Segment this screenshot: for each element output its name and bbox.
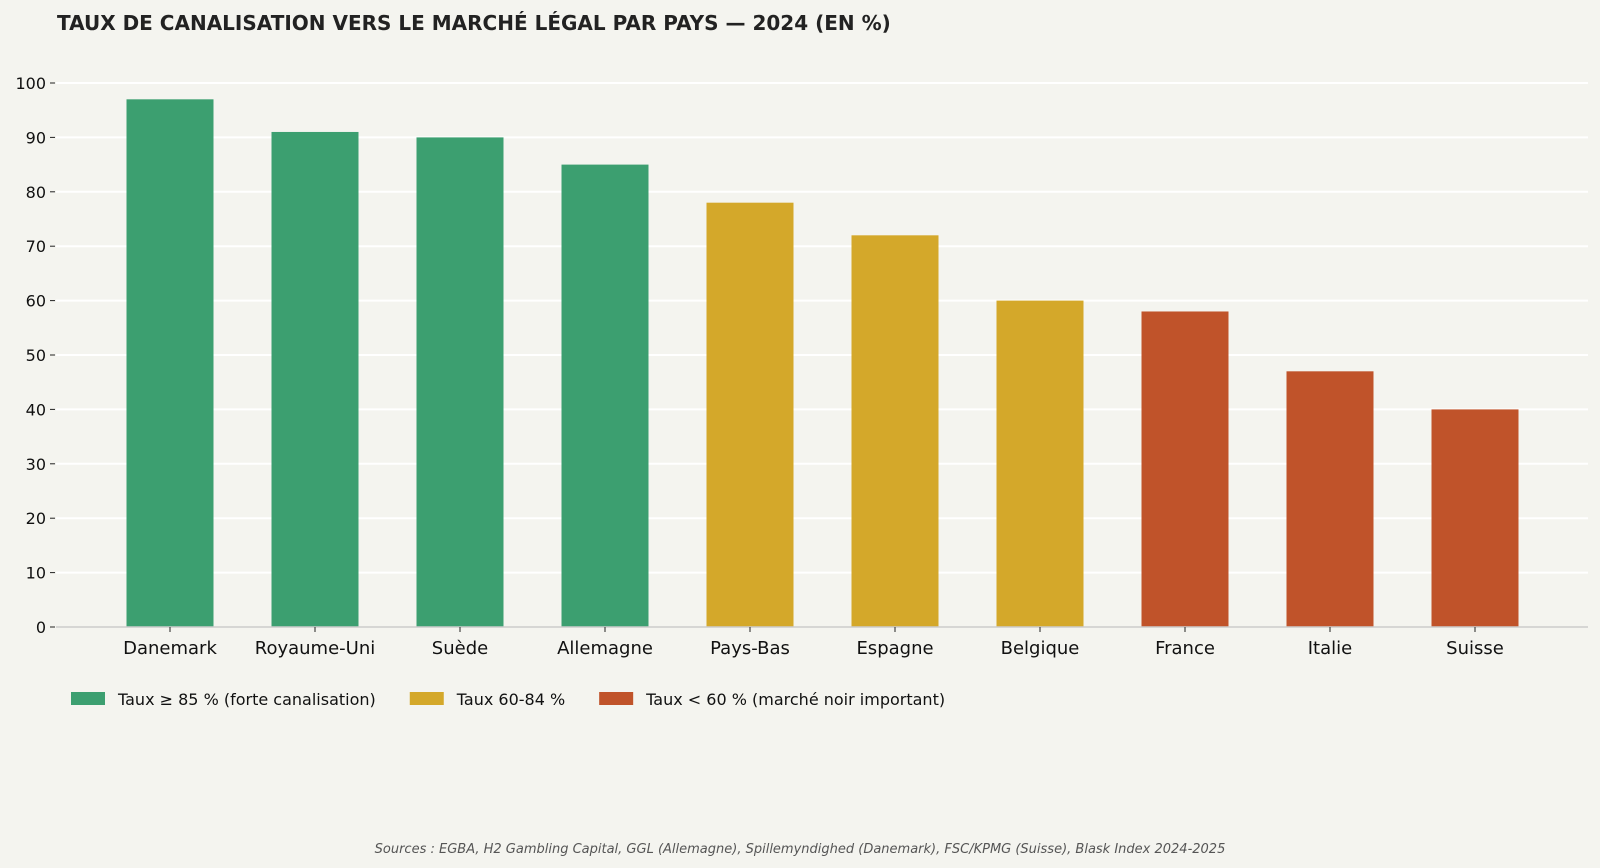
x-tick-label: Danemark	[123, 638, 217, 659]
axes: 0 10 20 30 40 50 60 70 80 90 100 Danemark Royaume-Un…	[15, 74, 1588, 659]
x-tick-label: Italie	[1308, 638, 1352, 659]
x-tick-label: Pays-Bas	[710, 638, 790, 659]
legend-item-mid: Taux 60-84 %	[409, 690, 565, 709]
legend-label: Taux 60-84 %	[456, 690, 565, 709]
x-tick-label: Allemagne	[557, 638, 653, 659]
legend-swatch	[599, 692, 634, 705]
bar-belgique	[996, 300, 1084, 627]
chart-title: TAUX DE CANALISATION VERS LE MARCHÉ LÉGA…	[57, 11, 891, 35]
y-tick-label: 10	[26, 564, 46, 583]
bar-italie	[1286, 371, 1374, 627]
y-tick-label: 70	[26, 237, 46, 256]
bar-espagne	[851, 235, 939, 627]
y-tick-label: 20	[26, 509, 46, 528]
bar-france	[1141, 311, 1229, 627]
y-tick-label: 80	[26, 183, 46, 202]
legend-label: Taux ≥ 85 % (forte canalisation)	[117, 690, 376, 709]
y-tick-label: 100	[15, 74, 46, 93]
bar-suisse	[1431, 409, 1519, 627]
bar-allemagne	[561, 164, 649, 627]
bar-pays-bas	[706, 202, 794, 627]
bar-royaume-uni	[271, 131, 359, 627]
x-tick-label: Belgique	[1001, 638, 1080, 659]
source-note: Sources : EGBA, H2 Gambling Capital, GGL…	[375, 842, 1226, 857]
x-tick-label: Royaume-Uni	[255, 638, 376, 659]
bar-su-de	[416, 137, 504, 627]
bars	[126, 99, 1519, 627]
legend-label: Taux < 60 % (marché noir important)	[645, 690, 945, 709]
y-tick-label: 50	[26, 346, 46, 365]
x-tick-label: Suède	[432, 638, 488, 659]
x-tick-label: France	[1155, 638, 1215, 659]
y-tick-label: 60	[26, 292, 46, 311]
legend: Taux ≥ 85 % (forte canalisation) Taux 60-…	[71, 690, 945, 709]
legend-item-high: Taux ≥ 85 % (forte canalisation)	[71, 690, 376, 709]
y-tick-label: 0	[36, 618, 46, 637]
legend-swatch	[71, 692, 105, 705]
x-tick-label: Espagne	[856, 638, 933, 659]
y-tick-label: 40	[26, 400, 46, 419]
y-tick-label: 90	[26, 128, 46, 147]
bar-danemark	[126, 99, 214, 627]
y-tick-label: 30	[26, 455, 46, 474]
legend-swatch	[409, 692, 444, 705]
x-tick-label: Suisse	[1446, 638, 1504, 659]
legend-item-low: Taux < 60 % (marché noir important)	[599, 690, 945, 709]
